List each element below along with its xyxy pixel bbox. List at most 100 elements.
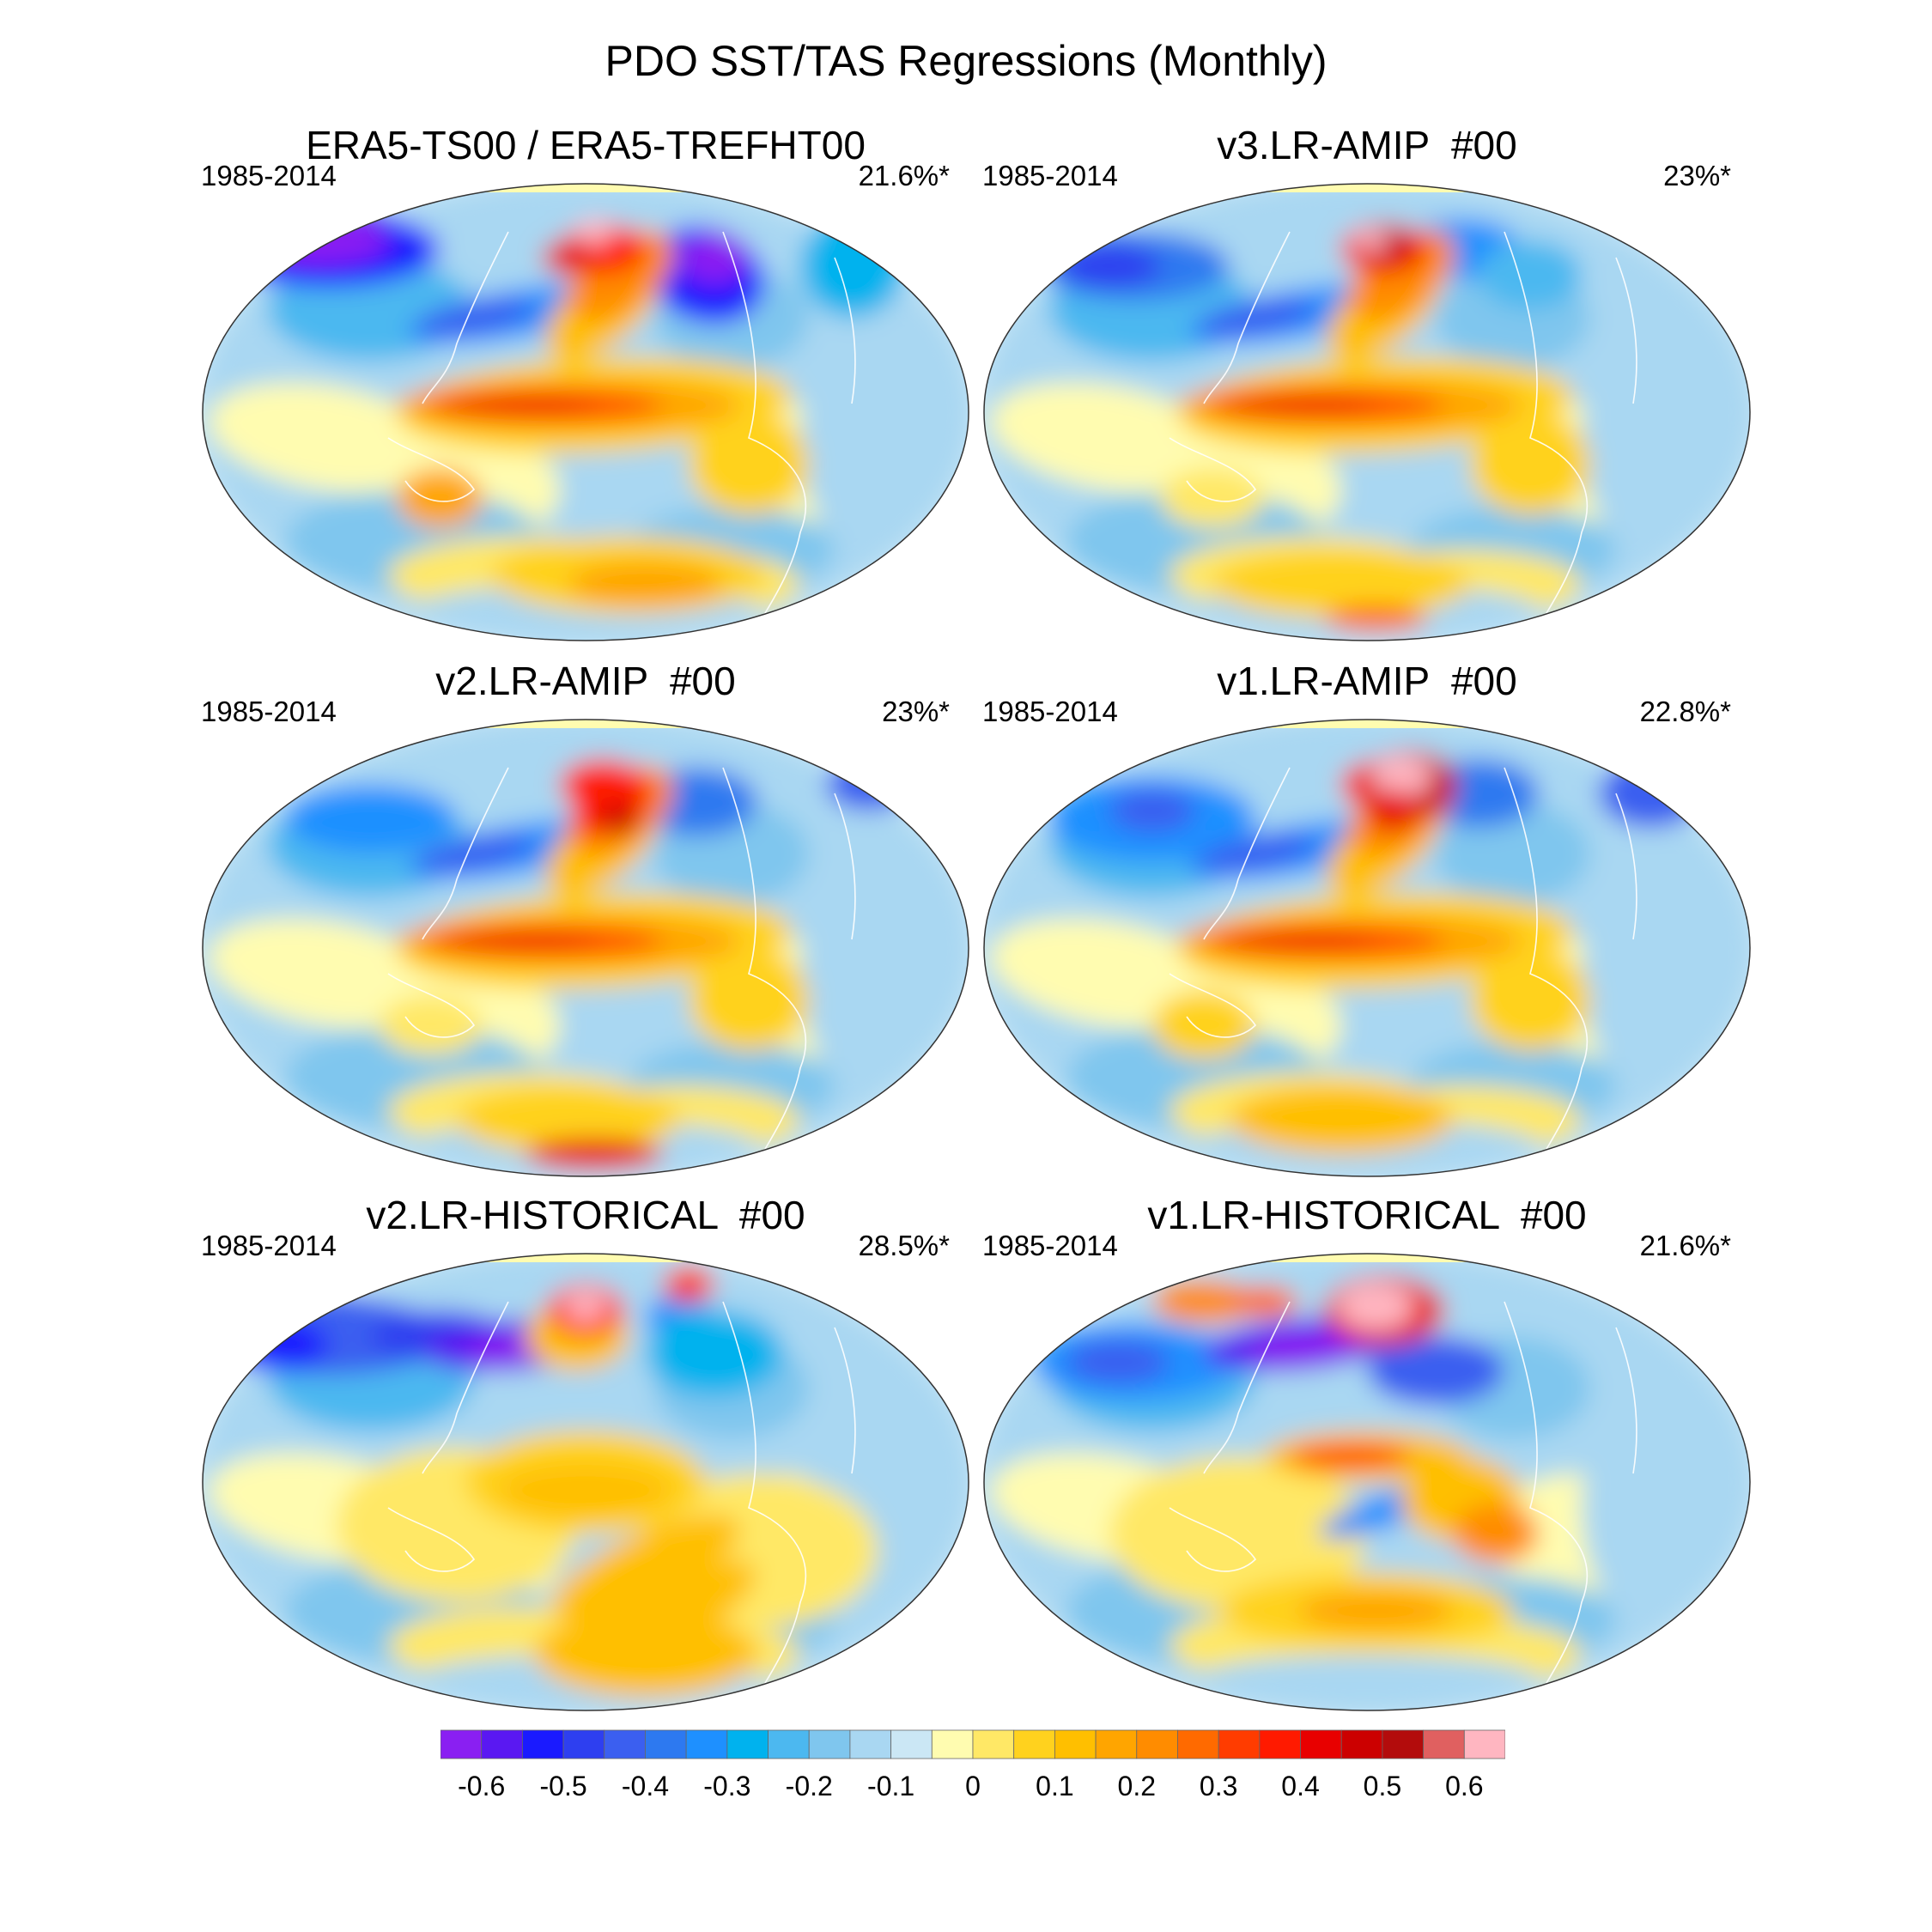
panel-title: v2.LR-HISTORICAL #00 <box>366 1193 805 1237</box>
coastline <box>1203 231 1291 404</box>
polar-cap <box>203 184 969 192</box>
field-patch <box>251 216 388 264</box>
panel-title: ERA5-TS00 / ERA5-TREFHT00 <box>306 123 866 167</box>
field-patch <box>440 398 594 412</box>
colorbar-box <box>685 1729 728 1759</box>
field-patch <box>457 1085 680 1154</box>
variance-label: 21.6%* <box>1639 1230 1731 1261</box>
coastline <box>1504 767 1589 1163</box>
coastlines <box>387 767 856 1163</box>
period-label: 1985-2014 <box>201 1230 337 1261</box>
coastline <box>1203 767 1291 940</box>
coastline <box>834 793 856 940</box>
colorbar-tick-label: -0.1 <box>867 1771 914 1801</box>
colorbar-box <box>1340 1729 1383 1759</box>
coastline <box>422 231 509 404</box>
colorbar-tick-label: 0.4 <box>1281 1771 1319 1801</box>
field-patch <box>564 1291 607 1321</box>
field-patch <box>225 1319 328 1370</box>
panel-era5: ERA5-TS00 / ERA5-TREFHT00 1985-2014 21.6… <box>199 122 972 646</box>
field-patch <box>1337 1282 1414 1330</box>
colorbar-box <box>1382 1729 1425 1759</box>
period-label: 1985-2014 <box>982 696 1118 727</box>
polar-cap <box>203 720 969 728</box>
coastline <box>722 231 807 628</box>
field-patch <box>1152 1280 1255 1323</box>
field-patch <box>285 785 457 854</box>
field-patch <box>1195 299 1315 337</box>
coastline <box>1169 1507 1257 1572</box>
map-field <box>984 1254 1750 1710</box>
field-patch <box>1599 759 1702 828</box>
colorbar-box <box>1463 1729 1505 1759</box>
colorbar-tick-label: 0.3 <box>1200 1771 1237 1801</box>
field-patch <box>646 1310 783 1396</box>
field-patch <box>1066 1340 1170 1383</box>
field-patch <box>414 835 534 872</box>
panel-title: v1.LR-AMIP #00 <box>1217 659 1517 703</box>
colorbar-box <box>645 1729 687 1759</box>
field-patch <box>500 1465 671 1516</box>
field-patch <box>689 412 809 515</box>
field-patch <box>1453 1504 1539 1564</box>
field-patch <box>990 383 1229 493</box>
polar-cap <box>984 1254 1750 1262</box>
field-patch <box>209 383 447 493</box>
coastlines <box>1169 767 1637 1163</box>
field-patch <box>1324 605 1427 631</box>
polar-cap <box>984 720 1750 728</box>
variance-label: 22.8%* <box>1639 696 1731 727</box>
map-v2-amip <box>202 719 969 1177</box>
coastlines <box>1169 231 1637 628</box>
period-label: 1985-2014 <box>201 696 337 727</box>
field-patch <box>440 934 594 948</box>
coastline <box>722 1301 807 1698</box>
period-label: 1985-2014 <box>982 160 1118 191</box>
colorbar-box <box>972 1729 1015 1759</box>
map-v1-amip <box>983 719 1751 1177</box>
field-patch <box>1470 948 1590 1051</box>
colorbar-box <box>890 1729 933 1759</box>
panel-title: v3.LR-AMIP #00 <box>1217 123 1517 167</box>
field-patch <box>397 468 483 528</box>
field-patch <box>1152 991 1255 1060</box>
field-patch <box>1195 835 1315 872</box>
field-patch <box>1230 1286 1298 1317</box>
colorbar-box <box>1095 1729 1138 1759</box>
field-patch <box>1109 789 1195 832</box>
coastline <box>1615 793 1637 940</box>
colorbar-box <box>1423 1729 1465 1759</box>
colorbar-box <box>1259 1729 1301 1759</box>
field-patch <box>1212 550 1470 618</box>
field-patch <box>543 240 594 275</box>
colorbar-box <box>1300 1729 1342 1759</box>
colorbar-box <box>1177 1729 1219 1759</box>
map-v2-historical <box>202 1253 969 1711</box>
polar-cap <box>984 184 1750 192</box>
coastline <box>1203 1301 1291 1474</box>
field-patch <box>380 995 483 1055</box>
map-era5 <box>202 183 969 641</box>
colorbar-box <box>604 1729 646 1759</box>
coastline <box>387 437 476 502</box>
variance-label: 21.6%* <box>858 160 950 191</box>
field-patch <box>800 335 903 541</box>
field-patch <box>534 1611 757 1697</box>
variance-label: 28.5%* <box>858 1230 950 1261</box>
colorbar: -0.6 -0.5 -0.4 -0.3 -0.2 -0.1 0 0.1 0.2 0.3 0.4 0.5… <box>440 1729 1505 1801</box>
panel-v1-amip: v1.LR-AMIP #00 1985-2014 22.8%* <box>981 658 1753 1182</box>
colorbar-box <box>562 1729 605 1759</box>
variance-label: 23%* <box>882 696 950 727</box>
coastline <box>422 767 509 940</box>
coastline <box>1504 1301 1589 1698</box>
colorbar-tick-label: -0.3 <box>703 1771 750 1801</box>
coastline <box>1504 231 1589 628</box>
polar-cap <box>203 1254 969 1262</box>
map-outline <box>202 719 969 1177</box>
coastline <box>387 1507 476 1572</box>
field-patch <box>1247 1333 1367 1365</box>
colorbar-box <box>1136 1729 1178 1759</box>
field-patch <box>598 804 641 835</box>
colorbar-box <box>768 1729 810 1759</box>
field-patch <box>680 232 749 283</box>
